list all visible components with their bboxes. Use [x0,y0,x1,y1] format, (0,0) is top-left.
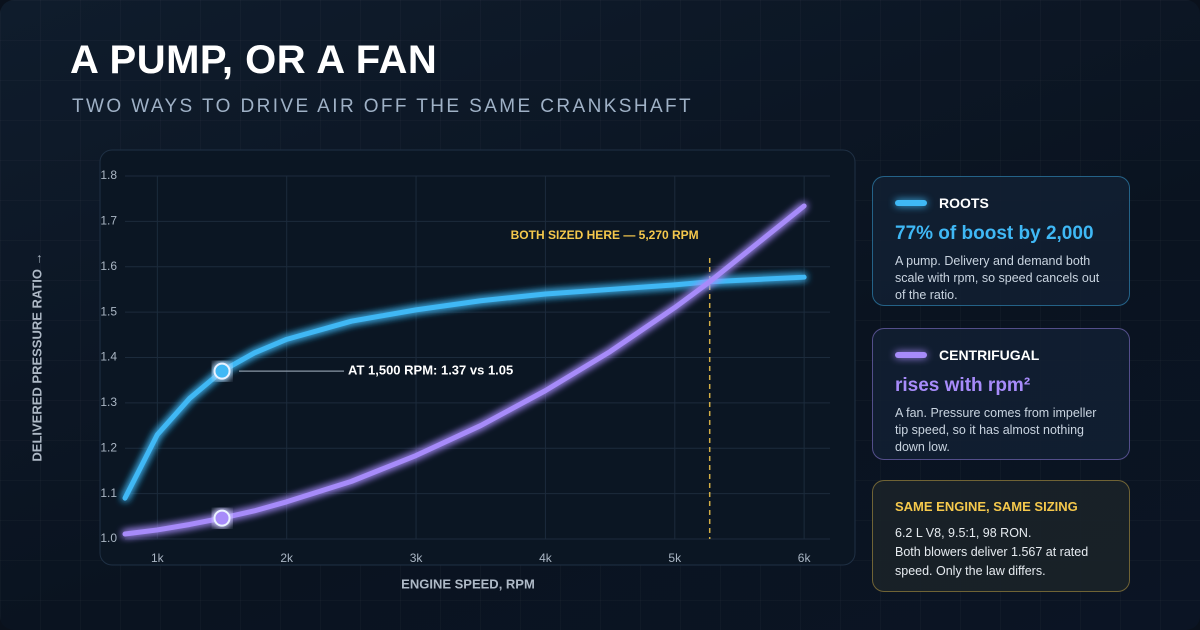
annotation: AT 1,500 RPM: 1.37 vs 1.05 [348,363,513,378]
x-axis-label: ENGINE SPEED, RPM [401,576,535,591]
y-tick-label: 1.1 [100,486,117,500]
card-sizing: SAME ENGINE, SAME SIZING 6.2 L V8, 9.5:1… [872,480,1130,592]
legend-label: CENTRIFUGAL [939,347,1040,363]
y-tick-label: 1.2 [100,440,117,454]
series-line [122,274,807,501]
x-tick-label: 2k [280,551,294,565]
legend-swatch [895,352,927,358]
card-line: 6.2 L V8, 9.5:1, 98 RON. [895,526,1032,540]
y-tick-label: 1.7 [100,214,117,228]
y-axis-label: DELIVERED PRESSURE RATIO → [29,252,44,461]
x-tick-label: 5k [668,551,682,565]
series-line [122,203,807,537]
x-tick-label: 3k [410,551,424,565]
y-tick-label: 1.4 [100,350,117,364]
title: A PUMP, OR A FAN [70,38,438,82]
card-body: A fan. Pressure comes from impeller tip … [895,406,1097,454]
subtitle: TWO WAYS TO DRIVE AIR OFF THE SAME CRANK… [72,96,694,117]
highlight-point [213,509,231,527]
y-tick-label: 1.5 [100,304,117,318]
legend-swatch [895,200,927,206]
card-headline: 77% of boost by 2,000 [895,223,1094,244]
card-centrifugal: CENTRIFUGAL rises with rpm² A fan. Press… [872,328,1130,460]
card-title: SAME ENGINE, SAME SIZING [895,499,1078,514]
x-tick-label: 4k [539,551,553,565]
card-header: CENTRIFUGAL [895,347,1109,363]
y-tick-label: 1.6 [100,259,117,273]
card-roots: ROOTS 77% of boost by 2,000 A pump. Deli… [872,176,1130,306]
card-headline: rises with rpm² [895,375,1031,396]
y-tick-label: 1.8 [100,168,117,182]
legend-label: ROOTS [939,195,989,211]
x-tick-label: 6k [798,551,812,565]
card-line: Both blowers deliver 1.567 at rated spee… [895,545,1089,578]
card-body: A pump. Delivery and demand both scale w… [895,254,1100,302]
highlight-point [213,362,231,380]
x-tick-label: 1k [151,551,165,565]
y-tick-label: 1.3 [100,395,117,409]
card-header: ROOTS [895,195,1109,211]
annotation: BOTH SIZED HERE — 5,270 RPM [511,228,699,242]
y-tick-label: 1.0 [100,531,117,545]
